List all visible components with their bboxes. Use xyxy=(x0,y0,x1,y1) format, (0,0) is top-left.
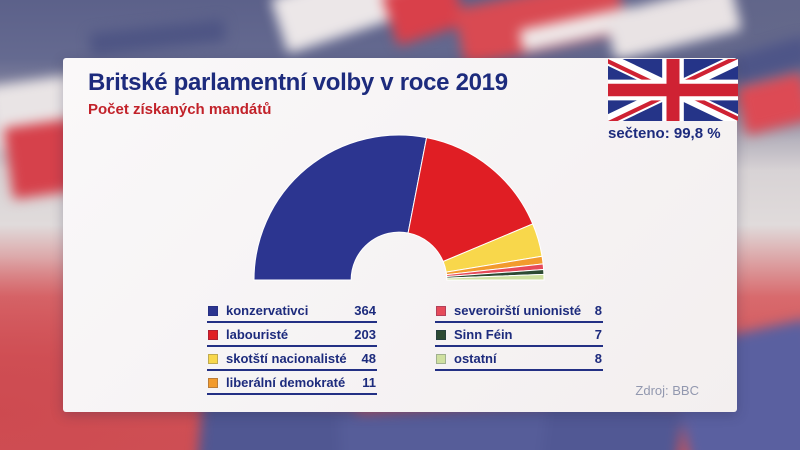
chart-segment xyxy=(407,137,534,263)
legend-value: 11 xyxy=(362,375,376,390)
legend-item: liberální demokraté 11 xyxy=(207,373,377,395)
legend-item: ostatní 8 xyxy=(435,349,603,371)
legend-value: 8 xyxy=(594,303,602,318)
legend-value: 48 xyxy=(361,351,376,366)
legend-item: severoirští unionisté 8 xyxy=(435,301,603,323)
legend-label: liberální demokraté xyxy=(226,375,346,390)
bg-puzzle-piece xyxy=(604,0,742,62)
page-subtitle: Počet získaných mandátů xyxy=(88,101,272,118)
legend-value: 7 xyxy=(594,327,602,342)
legend-item: skotští nacionalisté 48 xyxy=(207,349,377,371)
flag-panel: sečteno: 99,8 % xyxy=(608,59,738,142)
bg-puzzle-piece xyxy=(381,0,467,46)
seats-halfdonut-chart xyxy=(253,134,545,281)
legend-label: ostatní xyxy=(454,351,497,366)
legend-item: Sinn Féin 7 xyxy=(435,325,603,347)
legend-label: severoirští unionisté xyxy=(454,303,582,318)
legend-column-left: konzervativci 364 labouristé 203 skotští… xyxy=(207,301,377,397)
legend-swatch xyxy=(208,377,218,388)
counted-status: sečteno: 99,8 % xyxy=(608,125,721,142)
info-card: Britské parlamentní volby v roce 2019 Po… xyxy=(63,58,738,412)
legend-column-right: severoirští unionisté 8 Sinn Féin 7 osta… xyxy=(435,301,603,373)
legend-label: Sinn Féin xyxy=(454,327,513,342)
uk-flag-icon xyxy=(608,59,738,121)
legend-swatch xyxy=(436,305,446,316)
legend-swatch xyxy=(208,305,218,316)
chart-segment xyxy=(253,134,428,281)
source-credit: Zdroj: BBC xyxy=(635,383,699,398)
page-title: Britské parlamentní volby v roce 2019 xyxy=(88,69,508,96)
legend-label: konzervativci xyxy=(226,303,309,318)
bg-puzzle-piece xyxy=(89,19,226,55)
legend-value: 203 xyxy=(354,327,376,342)
legend-value: 364 xyxy=(354,303,376,318)
legend-swatch xyxy=(208,329,218,340)
legend-swatch xyxy=(436,353,446,364)
legend-swatch xyxy=(436,329,446,340)
legend-value: 8 xyxy=(594,351,602,366)
legend-item: labouristé 203 xyxy=(207,325,377,347)
legend-item: konzervativci 364 xyxy=(207,301,377,323)
legend-swatch xyxy=(208,353,218,364)
chart-segment xyxy=(446,273,545,281)
legend-label: skotští nacionalisté xyxy=(226,351,347,366)
legend-label: labouristé xyxy=(226,327,289,342)
